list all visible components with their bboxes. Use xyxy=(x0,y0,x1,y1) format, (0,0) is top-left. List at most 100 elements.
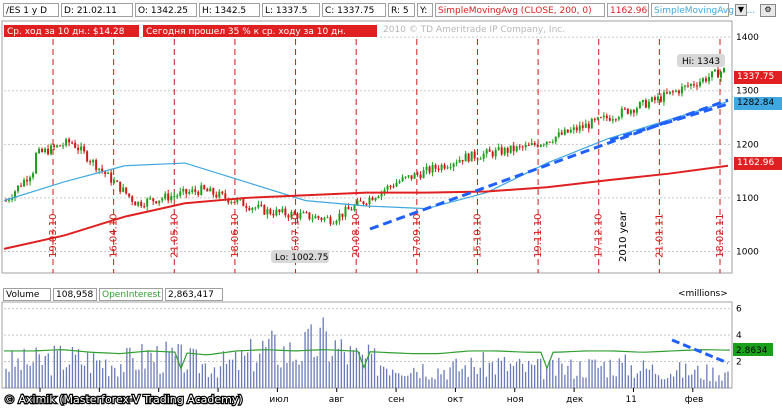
candle-body xyxy=(92,159,95,163)
candle-body xyxy=(20,185,23,187)
date-label: 21.01.11 xyxy=(654,213,665,258)
candle-body xyxy=(527,144,530,146)
candle-body xyxy=(488,149,491,152)
candle-body xyxy=(347,207,350,210)
candle-body xyxy=(164,193,167,199)
candle-body xyxy=(602,115,605,118)
candle-body xyxy=(227,198,230,203)
candle-body xyxy=(713,69,716,72)
candle-body xyxy=(152,198,155,202)
candle-body xyxy=(206,188,209,192)
candle-body xyxy=(509,145,512,153)
candle-body xyxy=(341,213,344,217)
candle-body xyxy=(272,213,275,216)
volume-axis: 6 4 2 xyxy=(736,305,742,368)
candle-body xyxy=(374,198,377,201)
candle-body xyxy=(332,223,335,225)
date-labels: 19.03.10 16.04.10 21.05.10 18.06.10 16.07.10… xyxy=(48,210,726,262)
candle-body xyxy=(599,117,602,119)
candle-body xyxy=(723,67,725,72)
candle-body xyxy=(419,174,422,179)
date-readout: D: 21.02.11 xyxy=(61,3,133,17)
candle-body xyxy=(131,196,134,202)
candle-body xyxy=(371,197,374,201)
volume-bars xyxy=(5,317,729,388)
candle-body xyxy=(167,193,170,201)
author-watermark: © Aximik (Masterforex-V Trading Academy) xyxy=(4,393,243,406)
candle-body xyxy=(542,144,545,146)
candle-body xyxy=(425,166,428,171)
candle-body xyxy=(515,146,518,152)
sma-blue-price-tag: 1282.84 xyxy=(734,97,782,110)
candle-body xyxy=(146,198,149,207)
candle-body xyxy=(38,148,41,154)
settings-icon[interactable]: ⚙ xyxy=(760,4,776,17)
candle-body xyxy=(305,212,308,214)
candle-body xyxy=(365,203,368,205)
candle-body xyxy=(689,84,692,86)
candle-body xyxy=(368,197,371,205)
candle-body xyxy=(59,145,62,147)
open-interest-label[interactable]: OpenInterest xyxy=(99,288,163,301)
trendline-lower xyxy=(609,102,729,142)
candle-body xyxy=(422,170,425,179)
candle-body xyxy=(212,188,215,195)
candle-body xyxy=(209,188,212,192)
candle-body xyxy=(632,110,635,113)
candle-body xyxy=(506,147,509,153)
candle-body xyxy=(548,141,551,143)
candle-body xyxy=(14,191,17,198)
candle-body xyxy=(614,119,617,121)
candle-body xyxy=(254,207,257,209)
candle-body xyxy=(629,110,632,114)
symbol-selector[interactable]: /ES 1 y D xyxy=(3,3,59,17)
candle-body xyxy=(77,147,80,151)
candle-body xyxy=(650,97,653,102)
candle-body xyxy=(173,195,176,197)
candle-body xyxy=(545,141,548,145)
candle-body xyxy=(197,191,200,195)
candle-body xyxy=(428,166,431,173)
hi-annotation-box xyxy=(677,54,725,67)
candle-body xyxy=(440,164,443,170)
candle-body xyxy=(479,158,482,160)
price-tick-label: 1400 xyxy=(736,33,759,43)
price-tick-label: 1100 xyxy=(736,194,759,204)
candle-body xyxy=(320,218,323,220)
candle-body xyxy=(155,201,158,204)
month-label: ноя xyxy=(507,395,524,405)
candle-body xyxy=(263,205,266,215)
candle-body xyxy=(434,165,437,169)
candle-body xyxy=(635,108,638,113)
candle-body xyxy=(215,194,218,198)
candle-body xyxy=(323,217,326,220)
candle-body xyxy=(161,198,164,201)
candle-body xyxy=(44,148,47,152)
candle-body xyxy=(719,71,722,78)
volume-label: Volume xyxy=(3,288,51,301)
candle-body xyxy=(518,146,521,148)
volume-value: 108,958 xyxy=(53,288,97,301)
price-chart[interactable]: 1400 1300 1200 1100 1000 19.03.10 16.04.10 21.… xyxy=(0,0,782,280)
candle-body xyxy=(503,147,506,155)
candle-body xyxy=(284,208,287,216)
sma200-study-label[interactable]: SimpleMovingAvg (CLOSE, 200, 0) xyxy=(435,3,605,17)
candle-body xyxy=(668,91,671,94)
date-label: 19.11.10 xyxy=(533,213,544,258)
volume-chart[interactable]: 6 4 2 2.8634 мар апр май июн июл авг сен окт ноя де… xyxy=(0,290,782,410)
candle-body xyxy=(707,77,710,82)
open-interest-line xyxy=(4,349,731,371)
candle-body xyxy=(140,201,143,207)
open-readout: O: 1342.25 xyxy=(135,3,197,17)
collapse-icon[interactable]: ▼ xyxy=(735,4,747,16)
candle-body xyxy=(329,217,332,224)
candle-body xyxy=(230,201,233,203)
candle-body xyxy=(539,144,542,147)
candle-body xyxy=(335,221,338,224)
candle-body xyxy=(224,193,227,199)
sma-blue-study-label[interactable]: SimpleMovingAvg (C... xyxy=(651,3,755,17)
date-label: 17.09.10 xyxy=(412,213,423,258)
candle-body xyxy=(308,212,311,220)
candle-body xyxy=(410,175,413,179)
